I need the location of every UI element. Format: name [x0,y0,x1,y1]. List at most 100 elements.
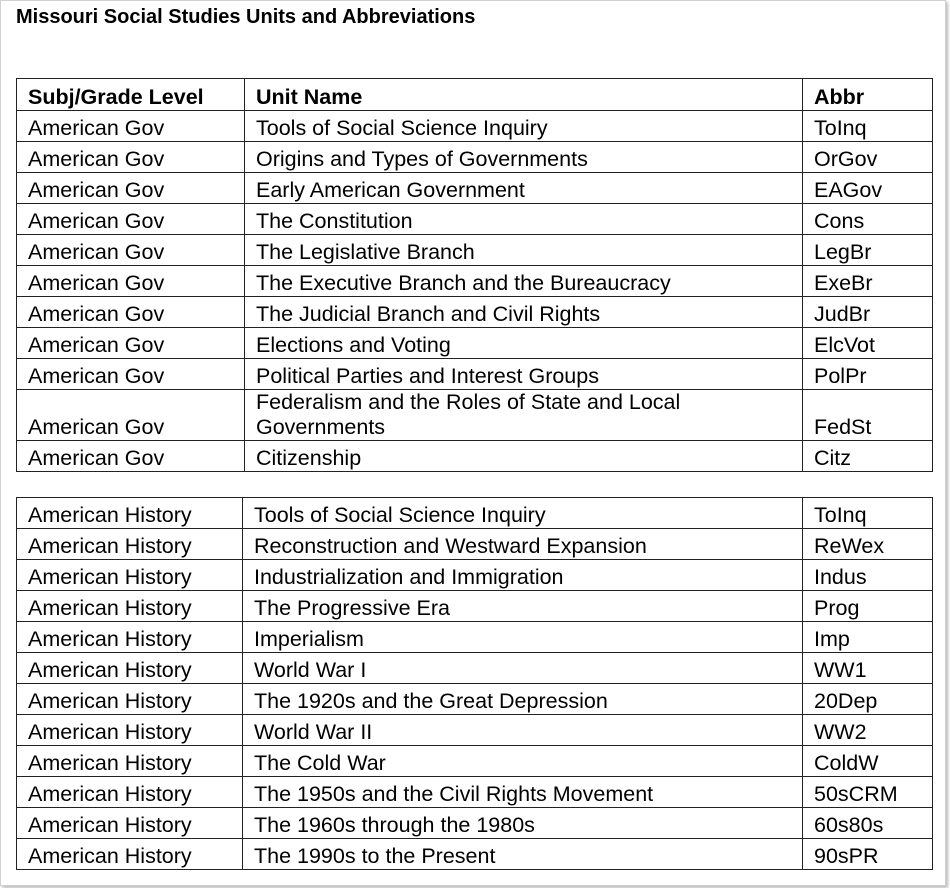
subject-cell: American Gov [16,296,245,328]
abbr-cell: 90sPR [802,838,933,870]
table-row: American Gov Origins and Types of Governm… [16,141,933,173]
abbr-cell: Imp [802,621,933,653]
abbr-cell: Indus [802,559,933,591]
unit-name-cell: World War II [242,714,803,746]
table-row: American History Tools of Social Science … [16,497,933,529]
subject-cell: American Gov [16,389,245,441]
table-row: American Gov Federalism and the Roles of … [16,389,933,441]
unit-name-cell: The Progressive Era [242,590,803,622]
table-row: American Gov The Judicial Branch and Civi… [16,296,933,328]
subject-cell: American History [16,590,243,622]
unit-name-cell: Industrialization and Immigration [242,559,803,591]
unit-name-cell: Elections and Voting [244,327,803,359]
subject-cell: American Gov [16,141,245,173]
header-subj-grade-level: Subj/Grade Level [16,78,245,111]
subject-cell: American Gov [16,358,245,390]
unit-name-cell: The Legislative Branch [244,234,803,266]
header-unit-name: Unit Name [244,78,803,111]
abbr-cell: WW1 [802,652,933,684]
table-row: American Gov Elections and Voting ElcVot [16,327,933,359]
table-row: American Gov Early American Government EAG… [16,172,933,204]
subject-cell: American Gov [16,234,245,266]
unit-name-cell: Tools of Social Science Inquiry [242,497,803,529]
unit-name-cell: Reconstruction and Westward Expansion [242,528,803,560]
abbr-cell: Prog [802,590,933,622]
abbr-cell: JudBr [802,296,933,328]
subject-cell: American History [16,807,243,839]
american-gov-table: Subj/Grade Level Unit Name Abbr American… [16,78,933,472]
abbr-cell: 50sCRM [802,776,933,808]
abbr-cell: ToInq [802,110,933,142]
subject-cell: American Gov [16,265,245,297]
table-row: American Gov The Legislative Branch LegBr [16,234,933,266]
abbr-cell: OrGov [802,141,933,173]
table-row: American History Industrialization and Im… [16,559,933,591]
unit-name-cell: The Executive Branch and the Bureaucracy [244,265,803,297]
subject-cell: American Gov [16,440,245,472]
table-row: American Gov Citizenship Citz [16,440,933,472]
abbr-cell: WW2 [802,714,933,746]
abbr-cell: ElcVot [802,327,933,359]
header-abbr: Abbr [802,78,933,111]
abbr-cell: ExeBr [802,265,933,297]
subject-cell: American Gov [16,110,245,142]
subject-cell: American History [16,683,243,715]
table-row: American History World War II WW2 [16,714,933,746]
abbr-cell: Citz [802,440,933,472]
abbr-cell: ReWex [802,528,933,560]
document-title: Missouri Social Studies Units and Abbrev… [16,6,476,28]
abbr-cell: 60s80s [802,807,933,839]
unit-name-cell: Citizenship [244,440,803,472]
table-row: American History The 1950s and the Civil … [16,776,933,808]
table-row: American History The 1920s and the Great … [16,683,933,715]
unit-name-cell: Tools of Social Science Inquiry [244,110,803,142]
abbr-cell: PolPr [802,358,933,390]
unit-name-cell: Origins and Types of Governments [244,141,803,173]
unit-name-cell: World War I [242,652,803,684]
header-row: Subj/Grade Level Unit Name Abbr [16,78,933,111]
abbr-cell: Cons [802,203,933,235]
unit-name-cell: Federalism and the Roles of State and Lo… [244,389,803,441]
unit-name-cell: Early American Government [244,172,803,204]
unit-name-cell: The Cold War [242,745,803,777]
subject-cell: American History [16,559,243,591]
table-row: American History The Cold War ColdW [16,745,933,777]
unit-name-cell: The Constitution [244,203,803,235]
subject-cell: American History [16,621,243,653]
subject-cell: American History [16,745,243,777]
table-row: American History Reconstruction and Westw… [16,528,933,560]
unit-name-cell: The 1990s to the Present [242,838,803,870]
table-row: American History The 1960s through the 19… [16,807,933,839]
subject-cell: American History [16,497,243,529]
subject-cell: American History [16,838,243,870]
abbr-cell: ToInq [802,497,933,529]
table-row: American Gov Tools of Social Science Inqu… [16,110,933,142]
subject-cell: American Gov [16,203,245,235]
table-row: American History World War I WW1 [16,652,933,684]
table-row: American Gov The Executive Branch and the… [16,265,933,297]
subject-cell: American History [16,714,243,746]
unit-name-cell: The Judicial Branch and Civil Rights [244,296,803,328]
unit-name-cell: Imperialism [242,621,803,653]
subject-cell: American Gov [16,327,245,359]
table-row: American Gov The Constitution Cons [16,203,933,235]
unit-name-cell: Political Parties and Interest Groups [244,358,803,390]
unit-name-cell: The 1960s through the 1980s [242,807,803,839]
subject-cell: American Gov [16,172,245,204]
subject-cell: American History [16,528,243,560]
table-row: American History The Progressive Era Prog [16,590,933,622]
abbr-cell: EAGov [802,172,933,204]
unit-name-cell: The 1920s and the Great Depression [242,683,803,715]
table-row: American History The 1990s to the Present… [16,838,933,870]
american-history-table: American History Tools of Social Science … [16,497,933,870]
abbr-cell: 20Dep [802,683,933,715]
subject-cell: American History [16,776,243,808]
abbr-cell: LegBr [802,234,933,266]
table-row: American History Imperialism Imp [16,621,933,653]
table-row: American Gov Political Parties and Intere… [16,358,933,390]
unit-name-cell: The 1950s and the Civil Rights Movement [242,776,803,808]
abbr-cell: ColdW [802,745,933,777]
abbr-cell: FedSt [802,389,933,441]
subject-cell: American History [16,652,243,684]
